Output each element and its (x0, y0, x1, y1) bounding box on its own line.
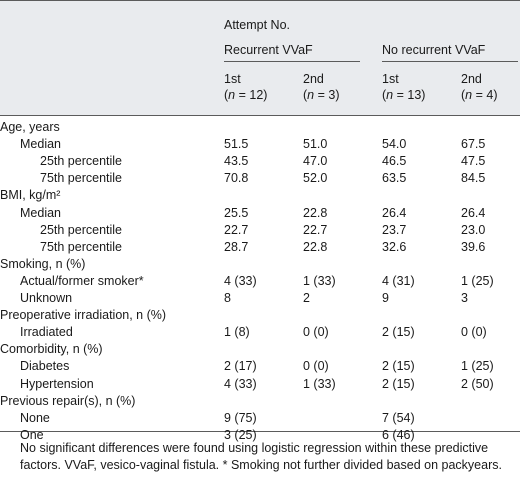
n-symbol: n (228, 88, 236, 102)
row-label: Median (20, 137, 61, 151)
n-count: = 12) (235, 88, 268, 102)
row-label: Previous repair(s), n (%) (0, 394, 136, 408)
column-header-n: (n = 3) (303, 88, 340, 103)
header-bottom-rule (0, 115, 520, 116)
table-cell: 2 (303, 291, 310, 305)
row-label: Irradiated (20, 325, 73, 339)
row-label: 75th percentile (40, 240, 123, 254)
table-cell: 26.4 (461, 206, 486, 220)
table-cell: 0 (0) (461, 325, 487, 339)
table-cell: 67.5 (461, 137, 486, 151)
row-label: Age, years (0, 120, 60, 134)
row-label: Unknown (20, 291, 73, 305)
table-cell: 9 (382, 291, 389, 305)
row-label: Preoperative irradiation, n (%) (0, 308, 167, 322)
table-cell: 0 (0) (303, 359, 329, 373)
group-rule-no-recurrent (382, 61, 518, 62)
table-cell: 22.8 (303, 240, 328, 254)
table-footnote: No significant differences were found us… (20, 441, 502, 472)
n-symbol: n (386, 88, 394, 102)
table-cell: 23.0 (461, 223, 486, 237)
group-rule-recurrent (224, 61, 360, 62)
column-header-attempt: 2nd (303, 72, 324, 86)
table-cell: 23.7 (382, 223, 407, 237)
n-symbol: n (307, 88, 315, 102)
n-count: = 13) (393, 88, 426, 102)
table-body-band (0, 115, 520, 431)
table-cell: 51.0 (303, 137, 328, 151)
row-label: None (20, 411, 50, 425)
top-rule (0, 0, 520, 1)
row-label: 25th percentile (40, 154, 123, 168)
table-cell: 47.0 (303, 154, 328, 168)
n-symbol: n (465, 88, 473, 102)
table-cell: 1 (8) (224, 325, 250, 339)
table-cell: 2 (15) (382, 377, 415, 391)
row-label: Smoking, n (%) (0, 257, 86, 271)
n-prefix: ( (303, 88, 308, 102)
table-cell: 1 (33) (303, 274, 336, 288)
table-cell: 51.5 (224, 137, 249, 151)
table-cell: 84.5 (461, 171, 486, 185)
table-cell: 22.7 (303, 223, 328, 237)
row-label: One (20, 428, 44, 442)
column-header-n: (n = 12) (224, 88, 267, 103)
n-prefix: ( (461, 88, 466, 102)
table-cell: 26.4 (382, 206, 407, 220)
row-label: Actual/former smoker* (20, 274, 144, 288)
column-header-n: (n = 13) (382, 88, 425, 103)
table-cell: 3 (25) (224, 428, 257, 442)
table-cell: 2 (50) (461, 377, 494, 391)
column-header-n: (n = 4) (461, 88, 498, 103)
group-header-recurrent: Recurrent VVaF (224, 43, 313, 57)
table-cell: 1 (25) (461, 274, 494, 288)
table-cell: 1 (33) (303, 377, 336, 391)
table-cell: 70.8 (224, 171, 249, 185)
table-cell: 8 (224, 291, 231, 305)
row-label: BMI, kg/m² (0, 188, 61, 202)
n-count: = 4) (472, 88, 498, 102)
n-prefix: ( (224, 88, 229, 102)
group-header-no-recurrent: No recurrent VVaF (382, 43, 486, 57)
table-cell: 43.5 (224, 154, 249, 168)
row-label: Diabetes (20, 359, 70, 373)
table-cell: 9 (75) (224, 411, 257, 425)
table-cell: 39.6 (461, 240, 486, 254)
row-label: Comorbidity, n (%) (0, 342, 103, 356)
table-cell: 25.5 (224, 206, 249, 220)
table-cell: 52.0 (303, 171, 328, 185)
table-header-band (0, 0, 520, 115)
table-cell: 3 (461, 291, 468, 305)
n-prefix: ( (382, 88, 387, 102)
row-label: 75th percentile (40, 171, 123, 185)
column-header-attempt: 1st (382, 72, 399, 86)
table-cell: 63.5 (382, 171, 407, 185)
table-cell: 4 (33) (224, 274, 257, 288)
table-cell: 2 (15) (382, 359, 415, 373)
table-cell: 46.5 (382, 154, 407, 168)
column-header-attempt: 1st (224, 72, 241, 86)
table-cell: 32.6 (382, 240, 407, 254)
table-cell: 22.7 (224, 223, 249, 237)
table-cell: 1 (25) (461, 359, 494, 373)
column-header-attempt: 2nd (461, 72, 482, 86)
table-cell: 7 (54) (382, 411, 415, 425)
table-cell: 54.0 (382, 137, 407, 151)
table-cell: 4 (33) (224, 377, 257, 391)
row-label: Hypertension (20, 377, 94, 391)
attempt-header: Attempt No. (224, 18, 290, 32)
table-cell: 0 (0) (303, 325, 329, 339)
table-cell: 6 (46) (382, 428, 415, 442)
table-cell: 2 (15) (382, 325, 415, 339)
table-cell: 28.7 (224, 240, 249, 254)
row-label: 25th percentile (40, 223, 123, 237)
table-cell: 4 (31) (382, 274, 415, 288)
row-label: Median (20, 206, 61, 220)
table-cell: 47.5 (461, 154, 486, 168)
table-cell: 2 (17) (224, 359, 257, 373)
table-bottom-rule (0, 431, 520, 432)
n-count: = 3) (314, 88, 340, 102)
table-cell: 22.8 (303, 206, 328, 220)
